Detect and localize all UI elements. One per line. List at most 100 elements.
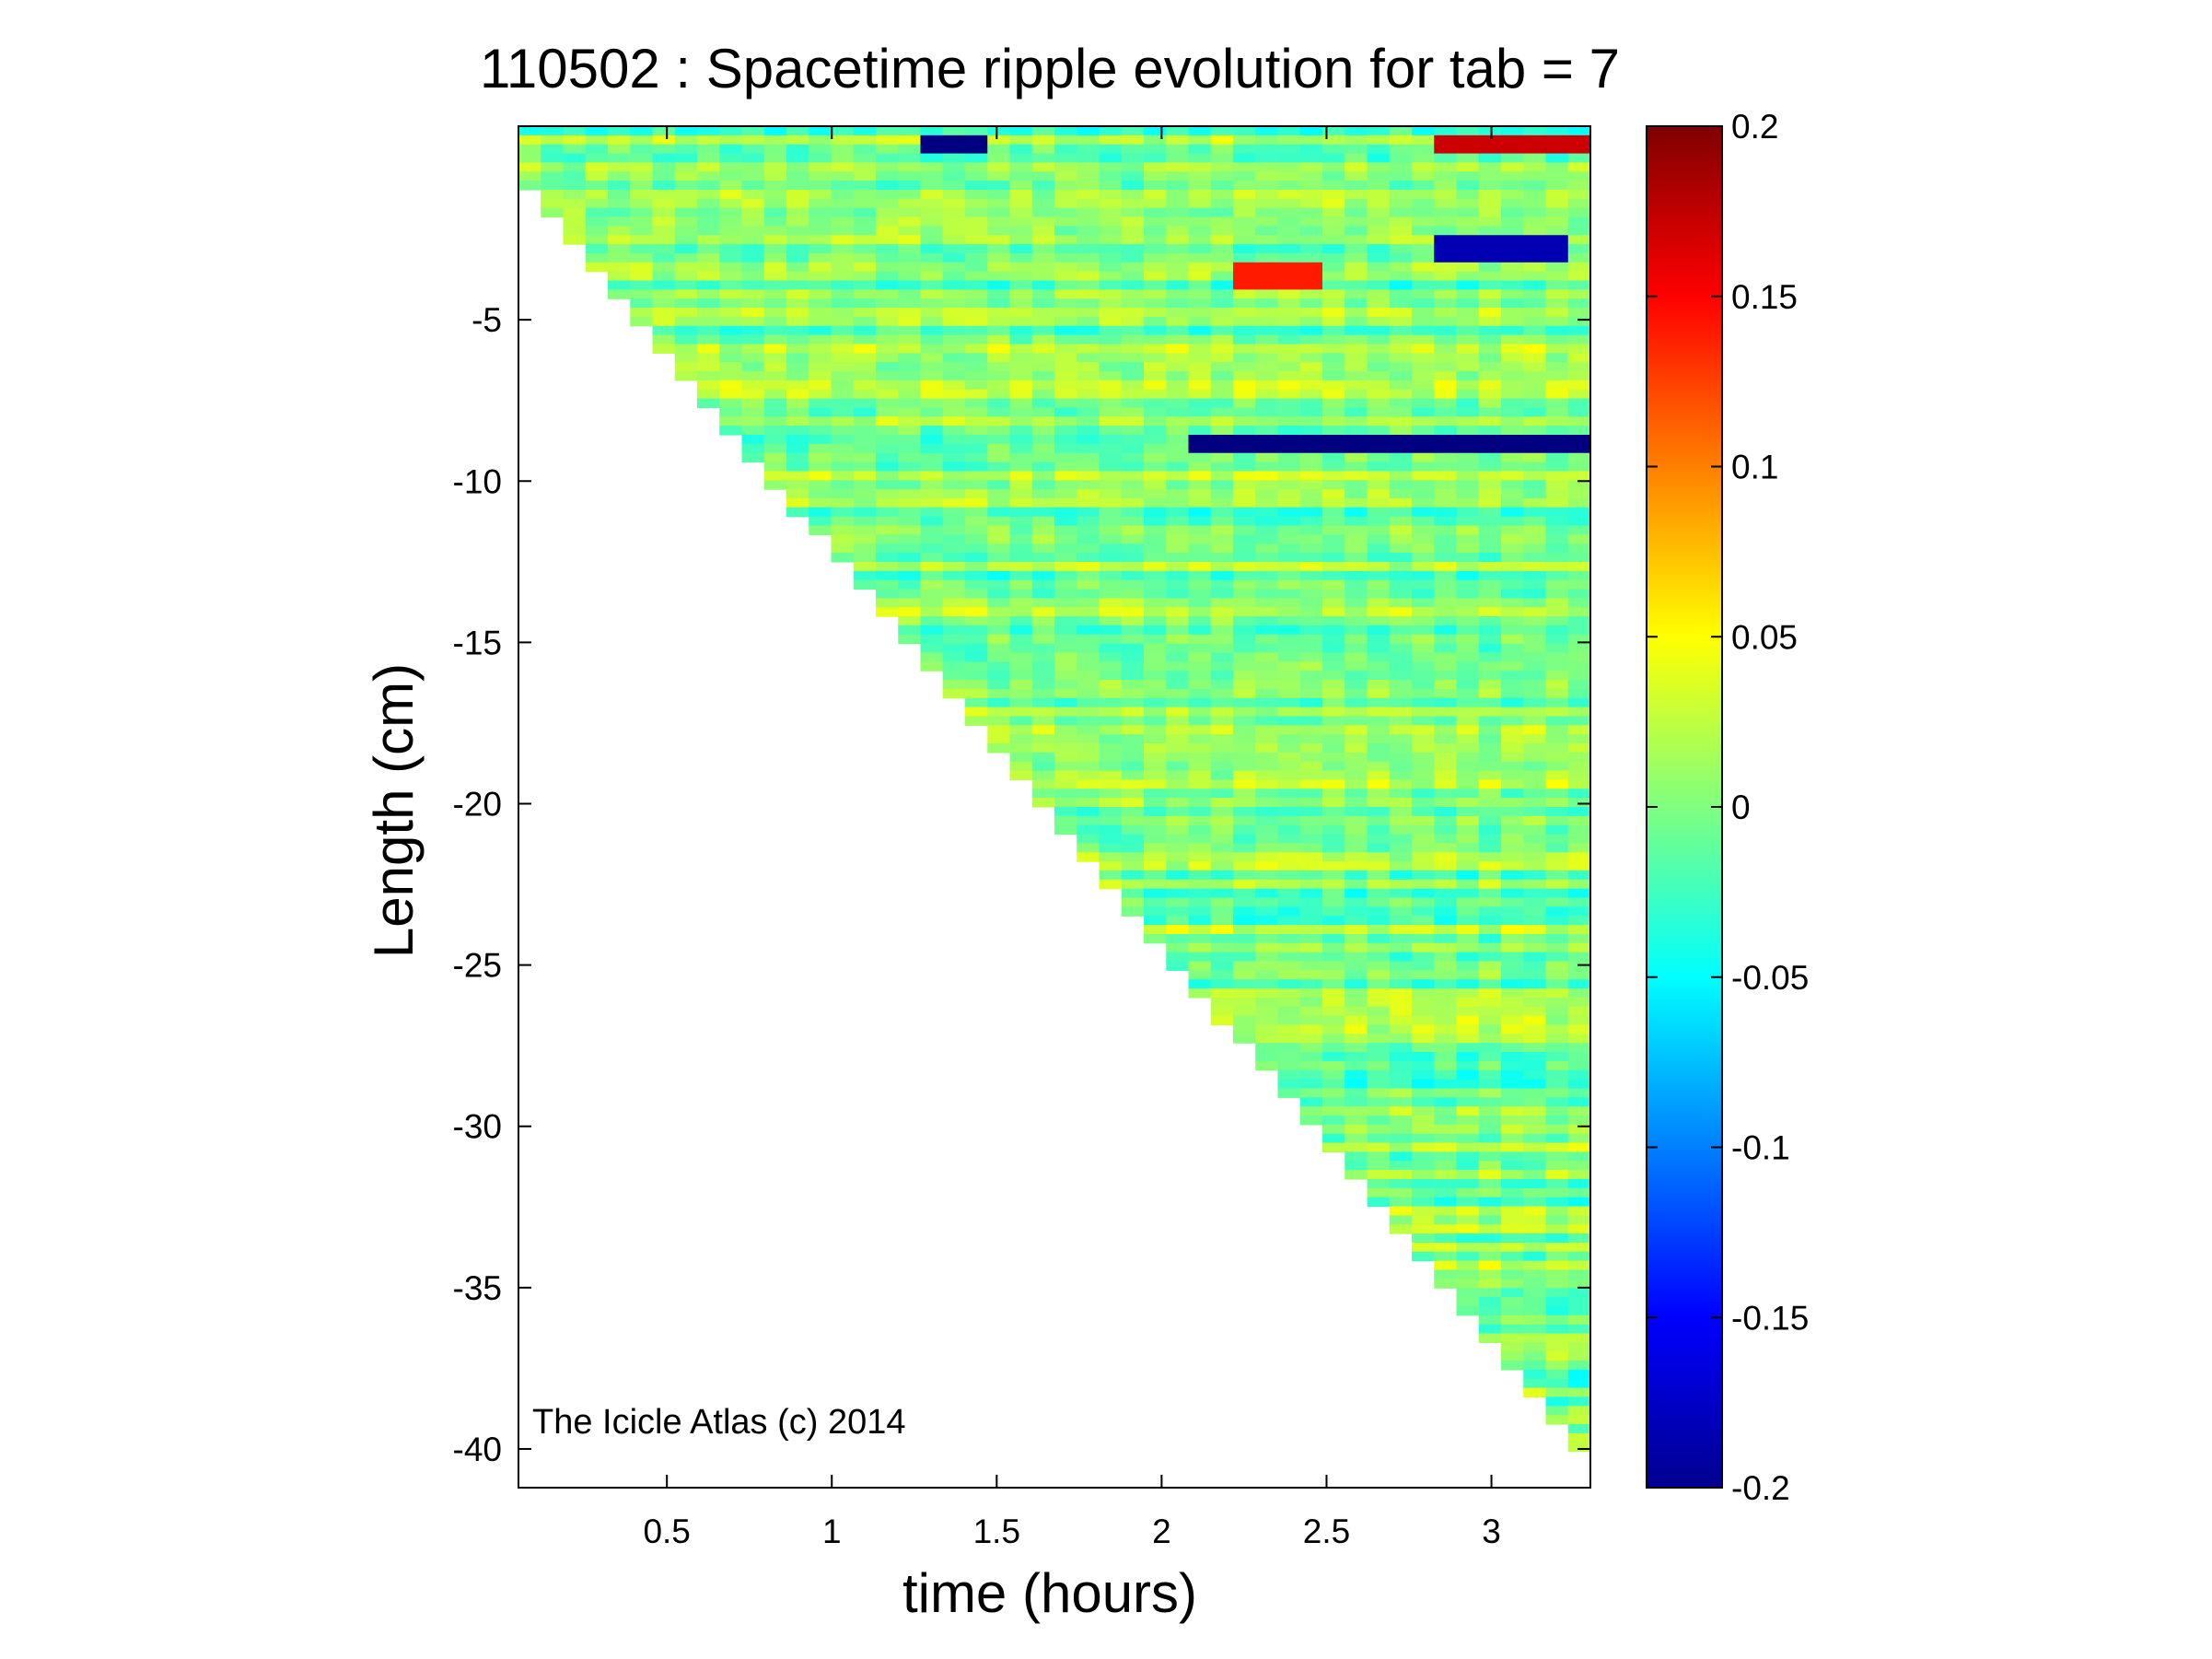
heatmap-cell bbox=[1412, 643, 1435, 654]
heatmap-cell bbox=[1567, 680, 1590, 690]
heatmap-cell bbox=[1121, 416, 1145, 426]
heatmap-cell bbox=[1456, 725, 1480, 735]
heatmap-cell bbox=[1031, 171, 1055, 181]
heatmap-cell bbox=[1501, 435, 1524, 445]
heatmap-cell bbox=[1434, 1197, 1458, 1208]
heatmap-cell bbox=[920, 634, 944, 645]
heatmap-field bbox=[518, 126, 1590, 1453]
heatmap-cell bbox=[763, 416, 787, 426]
heatmap-cell bbox=[1322, 362, 1345, 372]
heatmap-cell bbox=[1299, 961, 1323, 971]
heatmap-cell bbox=[1367, 770, 1391, 781]
heatmap-cell bbox=[1121, 652, 1145, 662]
heatmap-cell bbox=[1166, 734, 1190, 744]
heatmap-cell bbox=[987, 561, 1011, 572]
heatmap-cell bbox=[1412, 1006, 1435, 1017]
heatmap-cell bbox=[1322, 570, 1345, 581]
heatmap-cell bbox=[1233, 1006, 1256, 1017]
heatmap-cell bbox=[1277, 252, 1301, 263]
plot-frame bbox=[518, 125, 1591, 1489]
heatmap-cell bbox=[1545, 1206, 1569, 1216]
heatmap-cell bbox=[1144, 471, 1167, 481]
heatmap-cell bbox=[1478, 407, 1502, 417]
heatmap-cell bbox=[1188, 643, 1212, 654]
heatmap-cell bbox=[1099, 852, 1123, 862]
heatmap-cell bbox=[1545, 153, 1569, 164]
heatmap-cell bbox=[876, 398, 899, 409]
heatmap-cell bbox=[786, 216, 809, 227]
heatmap-cell bbox=[942, 353, 966, 363]
heatmap-cell bbox=[1031, 798, 1055, 808]
heatmap-cell bbox=[1478, 906, 1502, 917]
heatmap-cell bbox=[1009, 661, 1033, 672]
heatmap-cell bbox=[1322, 697, 1345, 708]
heatmap-cell bbox=[1523, 1151, 1547, 1162]
heatmap-cell bbox=[1434, 407, 1458, 417]
heatmap-cell bbox=[987, 716, 1011, 726]
heatmap-cell bbox=[1412, 688, 1435, 699]
heatmap-cell bbox=[1121, 289, 1145, 299]
heatmap-cell bbox=[1345, 507, 1368, 518]
heatmap-cell bbox=[1277, 916, 1301, 926]
heatmap-cell bbox=[1367, 334, 1391, 345]
heatmap-cell bbox=[1322, 1106, 1345, 1116]
heatmap-cell bbox=[1389, 543, 1413, 554]
heatmap-cell bbox=[1412, 1170, 1435, 1180]
heatmap-cell bbox=[1389, 933, 1413, 944]
heatmap-cell bbox=[1009, 144, 1033, 155]
heatmap-cell bbox=[1412, 861, 1435, 871]
heatmap-cell bbox=[1456, 1088, 1480, 1098]
heatmap-cell bbox=[1299, 697, 1323, 708]
heatmap-cell bbox=[1501, 1069, 1524, 1081]
heatmap-cell bbox=[1121, 480, 1145, 490]
heatmap-cell bbox=[831, 389, 855, 400]
heatmap-cell bbox=[1567, 1133, 1590, 1144]
heatmap-cell bbox=[1277, 262, 1301, 273]
heatmap-cell bbox=[1188, 126, 1212, 136]
heatmap-cell bbox=[1367, 716, 1391, 726]
heatmap-cell bbox=[741, 226, 765, 236]
heatmap-cell bbox=[1210, 198, 1234, 209]
heatmap-cell bbox=[1233, 716, 1256, 726]
heatmap-cell bbox=[652, 280, 676, 290]
heatmap-cell bbox=[1121, 697, 1145, 708]
heatmap-cell bbox=[1412, 888, 1435, 899]
heatmap-cell bbox=[1434, 598, 1458, 608]
heatmap-cell bbox=[1545, 625, 1569, 636]
heatmap-cell bbox=[1367, 652, 1391, 662]
heatmap-cell bbox=[1322, 1015, 1345, 1026]
heatmap-cell bbox=[786, 489, 809, 499]
heatmap-cell bbox=[1478, 725, 1502, 735]
heatmap-cell bbox=[1567, 1279, 1590, 1289]
heatmap-cell bbox=[1099, 497, 1123, 508]
heatmap-cell bbox=[987, 416, 1011, 426]
heatmap-cell bbox=[1054, 789, 1077, 799]
heatmap-cell bbox=[652, 262, 676, 273]
heatmap-cell bbox=[1456, 325, 1480, 336]
heatmap-cell bbox=[920, 561, 944, 572]
heatmap-cell bbox=[1322, 407, 1345, 417]
heatmap-cell bbox=[1210, 216, 1234, 227]
heatmap-cell bbox=[942, 534, 966, 544]
heatmap-cell bbox=[652, 207, 676, 218]
heatmap-cell bbox=[1545, 1006, 1569, 1017]
heatmap-cell bbox=[1367, 1124, 1391, 1135]
heatmap-cell bbox=[1009, 752, 1033, 763]
heatmap-cell bbox=[1523, 1124, 1547, 1135]
heatmap-cell bbox=[1233, 988, 1256, 999]
heatmap-cell bbox=[1233, 815, 1256, 826]
heatmap-cell bbox=[1210, 625, 1234, 636]
heatmap-cell bbox=[1545, 1124, 1569, 1135]
heatmap-cell bbox=[1478, 897, 1502, 907]
heatmap-cell bbox=[1545, 725, 1569, 735]
heatmap-cell bbox=[987, 171, 1011, 181]
heatmap-cell bbox=[1434, 824, 1458, 835]
heatmap-cell bbox=[1210, 988, 1234, 999]
heatmap-cell bbox=[763, 380, 787, 391]
heatmap-cell bbox=[1545, 271, 1569, 282]
heatmap-cell bbox=[1009, 389, 1033, 400]
heatmap-cell bbox=[608, 289, 631, 299]
heatmap-cell bbox=[741, 316, 765, 327]
heatmap-cell bbox=[1009, 344, 1033, 354]
heatmap-cell bbox=[1523, 1187, 1547, 1198]
